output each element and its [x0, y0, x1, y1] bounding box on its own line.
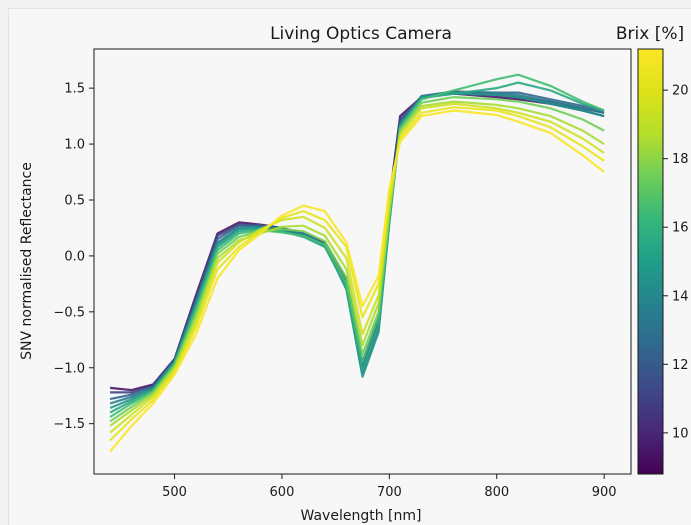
- colorbar-tick-label: 20: [672, 84, 689, 99]
- spectrum-line-4: [109, 92, 605, 410]
- colorbar-tick-label: 16: [672, 221, 689, 236]
- x-axis: 500 600 700 800 900: [162, 474, 617, 500]
- plot-frame: [93, 48, 632, 475]
- y-tick-label: 1.5: [64, 82, 85, 97]
- chart-figure: Living Optics Camera 500 600 700 800 900 −1.…: [8, 8, 691, 525]
- x-tick-label: 800: [484, 485, 509, 500]
- spectrum-line-7: [109, 96, 605, 423]
- colorbar-axis: 10 12 14 16 18 20: [663, 84, 689, 441]
- colorbar: [637, 48, 664, 475]
- y-tick-label: −0.5: [53, 305, 85, 320]
- x-tick-label: 600: [270, 485, 295, 500]
- spectrum-line-11: [109, 109, 605, 453]
- spectrum-line-10: [109, 106, 605, 442]
- y-tick-label: −1.5: [53, 417, 85, 432]
- spectrum-line-6: [109, 73, 605, 418]
- x-tick-label: 700: [377, 485, 402, 500]
- series-layer: [109, 73, 605, 453]
- colorbar-tick-label: 10: [672, 426, 689, 441]
- chart-title: Living Optics Camera: [270, 24, 452, 44]
- colorbar-tick-label: 12: [672, 358, 689, 373]
- x-tick-label: 500: [162, 485, 187, 500]
- y-tick-label: 1.0: [64, 138, 85, 153]
- spectra-chart: Living Optics Camera 500 600 700 800 900 −1.…: [19, 24, 689, 524]
- y-tick-label: 0.5: [64, 193, 85, 208]
- colorbar-tick-label: 14: [672, 289, 689, 304]
- spectrum-line-5: [109, 81, 605, 414]
- x-axis-label: Wavelength [nm]: [301, 508, 422, 524]
- y-axis: −1.5 −1.0 −0.5 0.0 0.5 1.0 1.5: [53, 82, 94, 432]
- y-tick-label: 0.0: [64, 249, 85, 264]
- colorbar-tick-label: 18: [672, 152, 689, 167]
- y-axis-label: SNV normalised Reflectance: [19, 162, 35, 360]
- spectrum-line-8: [109, 100, 605, 427]
- y-tick-label: −1.0: [53, 361, 85, 376]
- x-tick-label: 900: [592, 485, 617, 500]
- colorbar-label: Brix [%]: [616, 24, 684, 44]
- spectrum-line-9: [109, 102, 605, 434]
